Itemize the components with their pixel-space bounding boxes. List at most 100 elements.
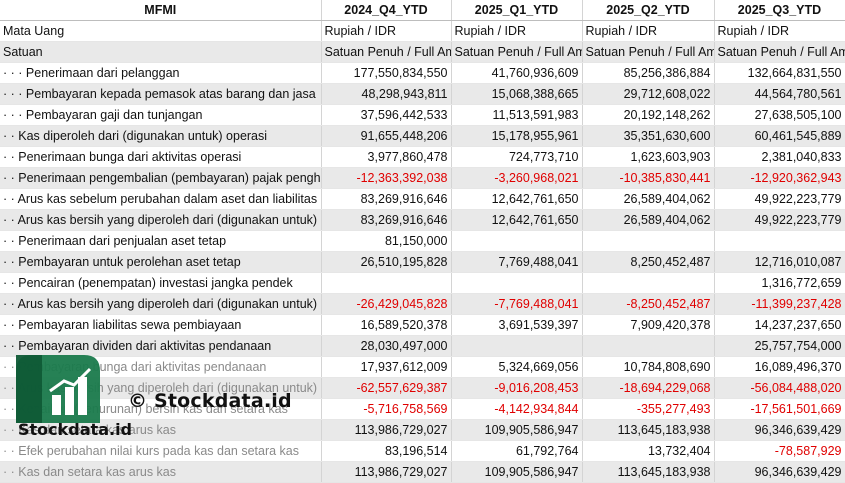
value-cell[interactable]: -4,142,934,844	[451, 398, 583, 420]
row-label[interactable]: Satuan	[0, 41, 322, 63]
value-cell[interactable]: -5,716,758,569	[321, 398, 452, 420]
value-cell[interactable]: -10,385,830,441	[582, 167, 715, 189]
row-label[interactable]: · · Kas dan setara kas arus kas	[0, 461, 322, 483]
value-cell[interactable]: 20,192,148,262	[582, 104, 715, 126]
value-cell[interactable]: 44,564,780,561	[714, 83, 845, 105]
value-cell[interactable]: 26,510,195,828	[321, 251, 452, 273]
value-cell[interactable]: Rupiah / IDR	[451, 20, 583, 42]
value-cell[interactable]: 7,909,420,378	[582, 314, 715, 336]
value-cell[interactable]: 113,986,729,027	[321, 419, 452, 441]
value-cell[interactable]: 16,589,520,378	[321, 314, 452, 336]
value-cell[interactable]: 15,068,388,665	[451, 83, 583, 105]
value-cell[interactable]: 25,757,754,000	[714, 335, 845, 357]
row-label[interactable]: · · Arus kas sebelum perubahan dalam ase…	[0, 188, 322, 210]
value-cell[interactable]: 26,589,404,062	[582, 188, 715, 210]
row-label[interactable]: · · · Pembayaran kepada pemasok atas bar…	[0, 83, 322, 105]
value-cell[interactable]: 109,905,586,947	[451, 461, 583, 483]
value-cell[interactable]: 96,346,639,429	[714, 419, 845, 441]
value-cell[interactable]: -9,016,208,453	[451, 377, 583, 399]
value-cell[interactable]: 113,645,183,938	[582, 419, 715, 441]
value-cell[interactable]: 49,922,223,779	[714, 209, 845, 231]
value-cell[interactable]: -17,561,501,669	[714, 398, 845, 420]
value-cell[interactable]: 26,589,404,062	[582, 209, 715, 231]
row-label[interactable]: · · · Penerimaan dari pelanggan	[0, 62, 322, 84]
value-cell[interactable]: 10,784,808,690	[582, 356, 715, 378]
value-cell[interactable]: -8,250,452,487	[582, 293, 715, 315]
value-cell[interactable]: 85,256,386,884	[582, 62, 715, 84]
value-cell[interactable]: 12,642,761,650	[451, 188, 583, 210]
value-cell[interactable]: 724,773,710	[451, 146, 583, 168]
period-header[interactable]: 2024_Q4_YTD	[321, 0, 452, 21]
value-cell[interactable]: 60,461,545,889	[714, 125, 845, 147]
value-cell[interactable]: -3,260,968,021	[451, 167, 583, 189]
row-label[interactable]: · · Penerimaan dari penjualan aset tetap	[0, 230, 322, 252]
value-cell[interactable]: 91,655,448,206	[321, 125, 452, 147]
value-cell[interactable]: 177,550,834,550	[321, 62, 452, 84]
value-cell[interactable]: 5,324,669,056	[451, 356, 583, 378]
value-cell[interactable]: -18,694,229,068	[582, 377, 715, 399]
value-cell[interactable]: -12,920,362,943	[714, 167, 845, 189]
value-cell[interactable]	[582, 230, 715, 252]
row-label[interactable]: · · Arus kas bersih yang diperoleh dari …	[0, 293, 322, 315]
value-cell[interactable]: -56,084,488,020	[714, 377, 845, 399]
ticker-header[interactable]: MFMI	[0, 0, 322, 21]
value-cell[interactable]: -355,277,493	[582, 398, 715, 420]
value-cell[interactable]: 83,196,514	[321, 440, 452, 462]
value-cell[interactable]: Rupiah / IDR	[321, 20, 452, 42]
value-cell[interactable]: Rupiah / IDR	[582, 20, 715, 42]
value-cell[interactable]: 113,645,183,938	[582, 461, 715, 483]
value-cell[interactable]: 35,351,630,600	[582, 125, 715, 147]
value-cell[interactable]: 12,642,761,650	[451, 209, 583, 231]
period-header[interactable]: 2025_Q3_YTD	[714, 0, 845, 21]
value-cell[interactable]: 132,664,831,550	[714, 62, 845, 84]
row-label[interactable]: · · Pembayaran untuk perolehan aset teta…	[0, 251, 322, 273]
value-cell[interactable]: -62,557,629,387	[321, 377, 452, 399]
value-cell[interactable]	[451, 335, 583, 357]
value-cell[interactable]: 29,712,608,022	[582, 83, 715, 105]
period-header[interactable]: 2025_Q2_YTD	[582, 0, 715, 21]
value-cell[interactable]: 27,638,505,100	[714, 104, 845, 126]
value-cell[interactable]: 83,269,916,646	[321, 188, 452, 210]
value-cell[interactable]: Satuan Penuh / Full Amount	[714, 41, 845, 63]
row-label[interactable]: · · Penerimaan pengembalian (pembayaran)…	[0, 167, 322, 189]
value-cell[interactable]	[582, 272, 715, 294]
value-cell[interactable]: 48,298,943,811	[321, 83, 452, 105]
value-cell[interactable]: -26,429,045,828	[321, 293, 452, 315]
row-label[interactable]: · · Kas diperoleh dari (digunakan untuk)…	[0, 125, 322, 147]
value-cell[interactable]: 109,905,586,947	[451, 419, 583, 441]
value-cell[interactable]: Satuan Penuh / Full Amount	[451, 41, 583, 63]
value-cell[interactable]: 41,760,936,609	[451, 62, 583, 84]
value-cell[interactable]	[451, 230, 583, 252]
value-cell[interactable]: -78,587,929	[714, 440, 845, 462]
value-cell[interactable]: 1,316,772,659	[714, 272, 845, 294]
value-cell[interactable]: 2,381,040,833	[714, 146, 845, 168]
row-label[interactable]: Mata Uang	[0, 20, 322, 42]
value-cell[interactable]: -7,769,488,041	[451, 293, 583, 315]
row-label[interactable]: · · Arus kas bersih yang diperoleh dari …	[0, 209, 322, 231]
value-cell[interactable]: 12,716,010,087	[714, 251, 845, 273]
value-cell[interactable]: 113,986,729,027	[321, 461, 452, 483]
value-cell[interactable]: Rupiah / IDR	[714, 20, 845, 42]
value-cell[interactable]: 49,922,223,779	[714, 188, 845, 210]
value-cell[interactable]: Satuan Penuh / Full Amount	[321, 41, 452, 63]
value-cell[interactable]: 37,596,442,533	[321, 104, 452, 126]
period-header[interactable]: 2025_Q1_YTD	[451, 0, 583, 21]
row-label[interactable]: · · Pembayaran liabilitas sewa pembiayaa…	[0, 314, 322, 336]
row-label[interactable]: · · Penerimaan bunga dari aktivitas oper…	[0, 146, 322, 168]
value-cell[interactable]: -11,399,237,428	[714, 293, 845, 315]
value-cell[interactable]: 61,792,764	[451, 440, 583, 462]
value-cell[interactable]: 15,178,955,961	[451, 125, 583, 147]
value-cell[interactable]: 11,513,591,983	[451, 104, 583, 126]
value-cell[interactable]	[714, 230, 845, 252]
row-label[interactable]: · · Pencairan (penempatan) investasi jan…	[0, 272, 322, 294]
value-cell[interactable]	[321, 272, 452, 294]
value-cell[interactable]: 8,250,452,487	[582, 251, 715, 273]
value-cell[interactable]	[582, 335, 715, 357]
value-cell[interactable]: 83,269,916,646	[321, 209, 452, 231]
value-cell[interactable]: 7,769,488,041	[451, 251, 583, 273]
value-cell[interactable]: 96,346,639,429	[714, 461, 845, 483]
row-label[interactable]: · · Efek perubahan nilai kurs pada kas d…	[0, 440, 322, 462]
value-cell[interactable]: 14,237,237,650	[714, 314, 845, 336]
value-cell[interactable]: 28,030,497,000	[321, 335, 452, 357]
value-cell[interactable]: 17,937,612,009	[321, 356, 452, 378]
